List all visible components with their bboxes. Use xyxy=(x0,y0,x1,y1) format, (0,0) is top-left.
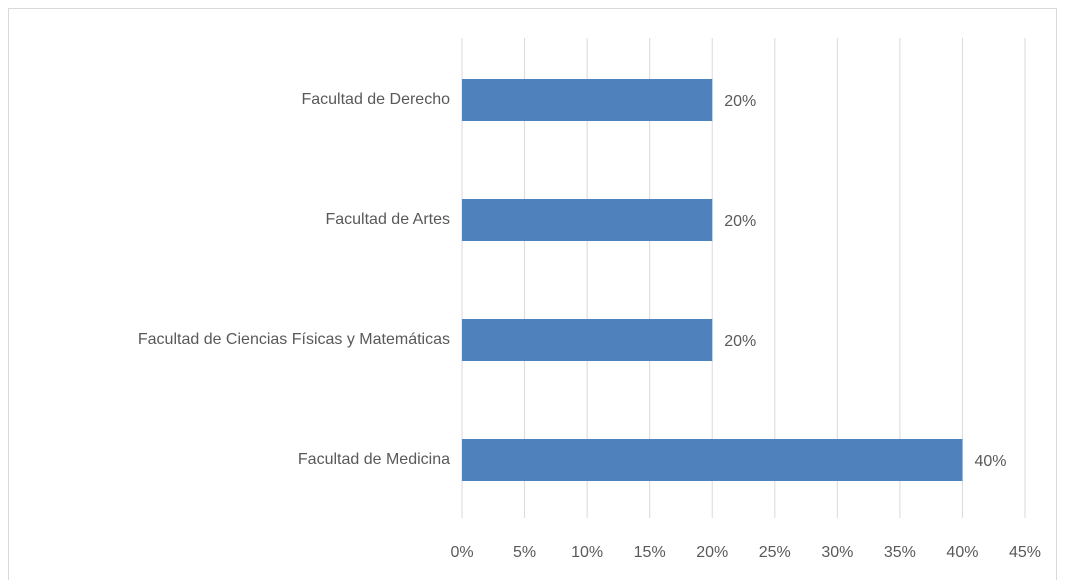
x-tick-label: 0% xyxy=(450,544,473,561)
chart-border xyxy=(8,8,1057,585)
x-tick-label: 35% xyxy=(884,544,916,561)
y-tick-label: Facultad de Medicina xyxy=(298,451,450,468)
x-tick-label: 15% xyxy=(634,544,666,561)
x-tick-label: 45% xyxy=(1009,544,1041,561)
x-tick-label: 5% xyxy=(513,544,536,561)
data-label: 20% xyxy=(724,333,756,350)
x-tick-label: 25% xyxy=(759,544,791,561)
bar xyxy=(462,439,963,481)
data-label: 20% xyxy=(724,93,756,110)
y-tick-label: Facultad de Artes xyxy=(325,211,450,228)
x-tick-label: 40% xyxy=(946,544,978,561)
x-tick-label: 30% xyxy=(821,544,853,561)
x-tick-label: 20% xyxy=(696,544,728,561)
bar xyxy=(462,319,713,361)
y-tick-label: Facultad de Derecho xyxy=(301,91,450,108)
bar xyxy=(462,199,713,241)
y-tick-label: Facultad de Ciencias Físicas y Matemátic… xyxy=(138,331,450,348)
data-label: 40% xyxy=(974,453,1006,470)
data-label: 20% xyxy=(724,213,756,230)
bar xyxy=(462,79,713,121)
x-tick-label: 10% xyxy=(571,544,603,561)
